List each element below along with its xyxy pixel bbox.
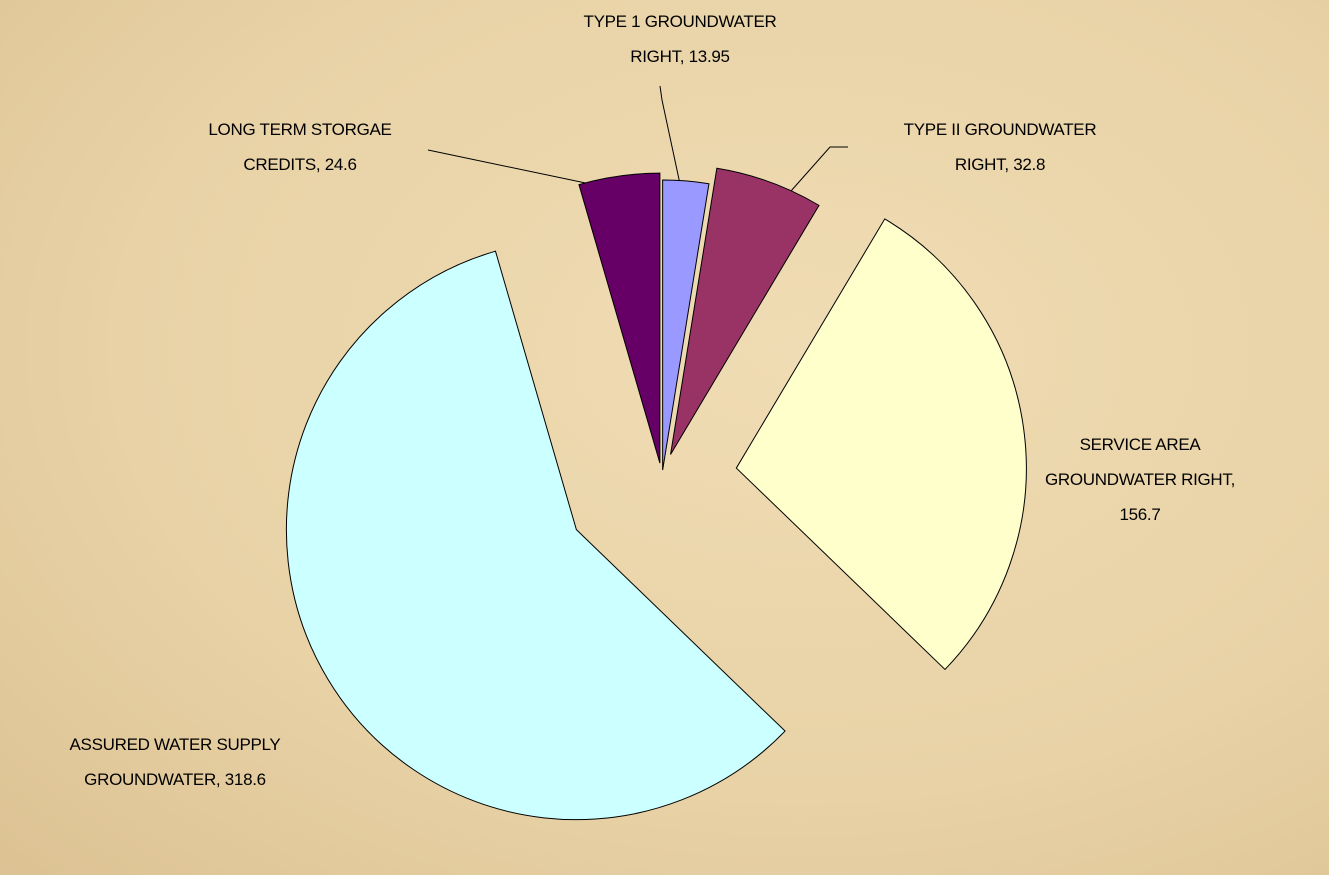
- label-value: 24.6: [324, 155, 357, 174]
- label-category: ASSURED WATER SUPPLY GROUNDWATER: [69, 735, 281, 789]
- label-value: 13.95: [688, 47, 730, 66]
- data-label: ASSURED WATER SUPPLY GROUNDWATER, 318.6: [69, 735, 281, 789]
- label-category: LONG TERM STORGAE CREDITS: [208, 120, 392, 174]
- label-value: 318.6: [224, 770, 266, 789]
- pie-slice: [735, 218, 1027, 671]
- label-value: 156.7: [1119, 505, 1161, 524]
- label-category: SERVICE AREA GROUNDWATER RIGHT: [1044, 435, 1231, 489]
- label-category: TYPE II GROUNDWATER RIGHT: [903, 120, 1097, 174]
- pie-slice: [285, 250, 786, 821]
- pie-slice: [670, 167, 820, 455]
- data-label: TYPE 1 GROUNDWATER RIGHT, 13.95: [583, 12, 777, 66]
- data-label: SERVICE AREA GROUNDWATER RIGHT, 156.7: [1044, 435, 1236, 524]
- label-value: 32.8: [1013, 155, 1046, 174]
- pie-slice: [578, 172, 661, 464]
- data-label: LONG TERM STORGAE CREDITS, 24.6: [208, 120, 392, 174]
- label-category: TYPE 1 GROUNDWATER RIGHT: [583, 12, 777, 66]
- leader-line: [427, 149, 601, 187]
- pie-slice: [662, 179, 710, 471]
- leader-line: [659, 85, 681, 185]
- leader-line: [782, 146, 848, 201]
- data-label: TYPE II GROUNDWATER RIGHT, 32.8: [903, 120, 1097, 174]
